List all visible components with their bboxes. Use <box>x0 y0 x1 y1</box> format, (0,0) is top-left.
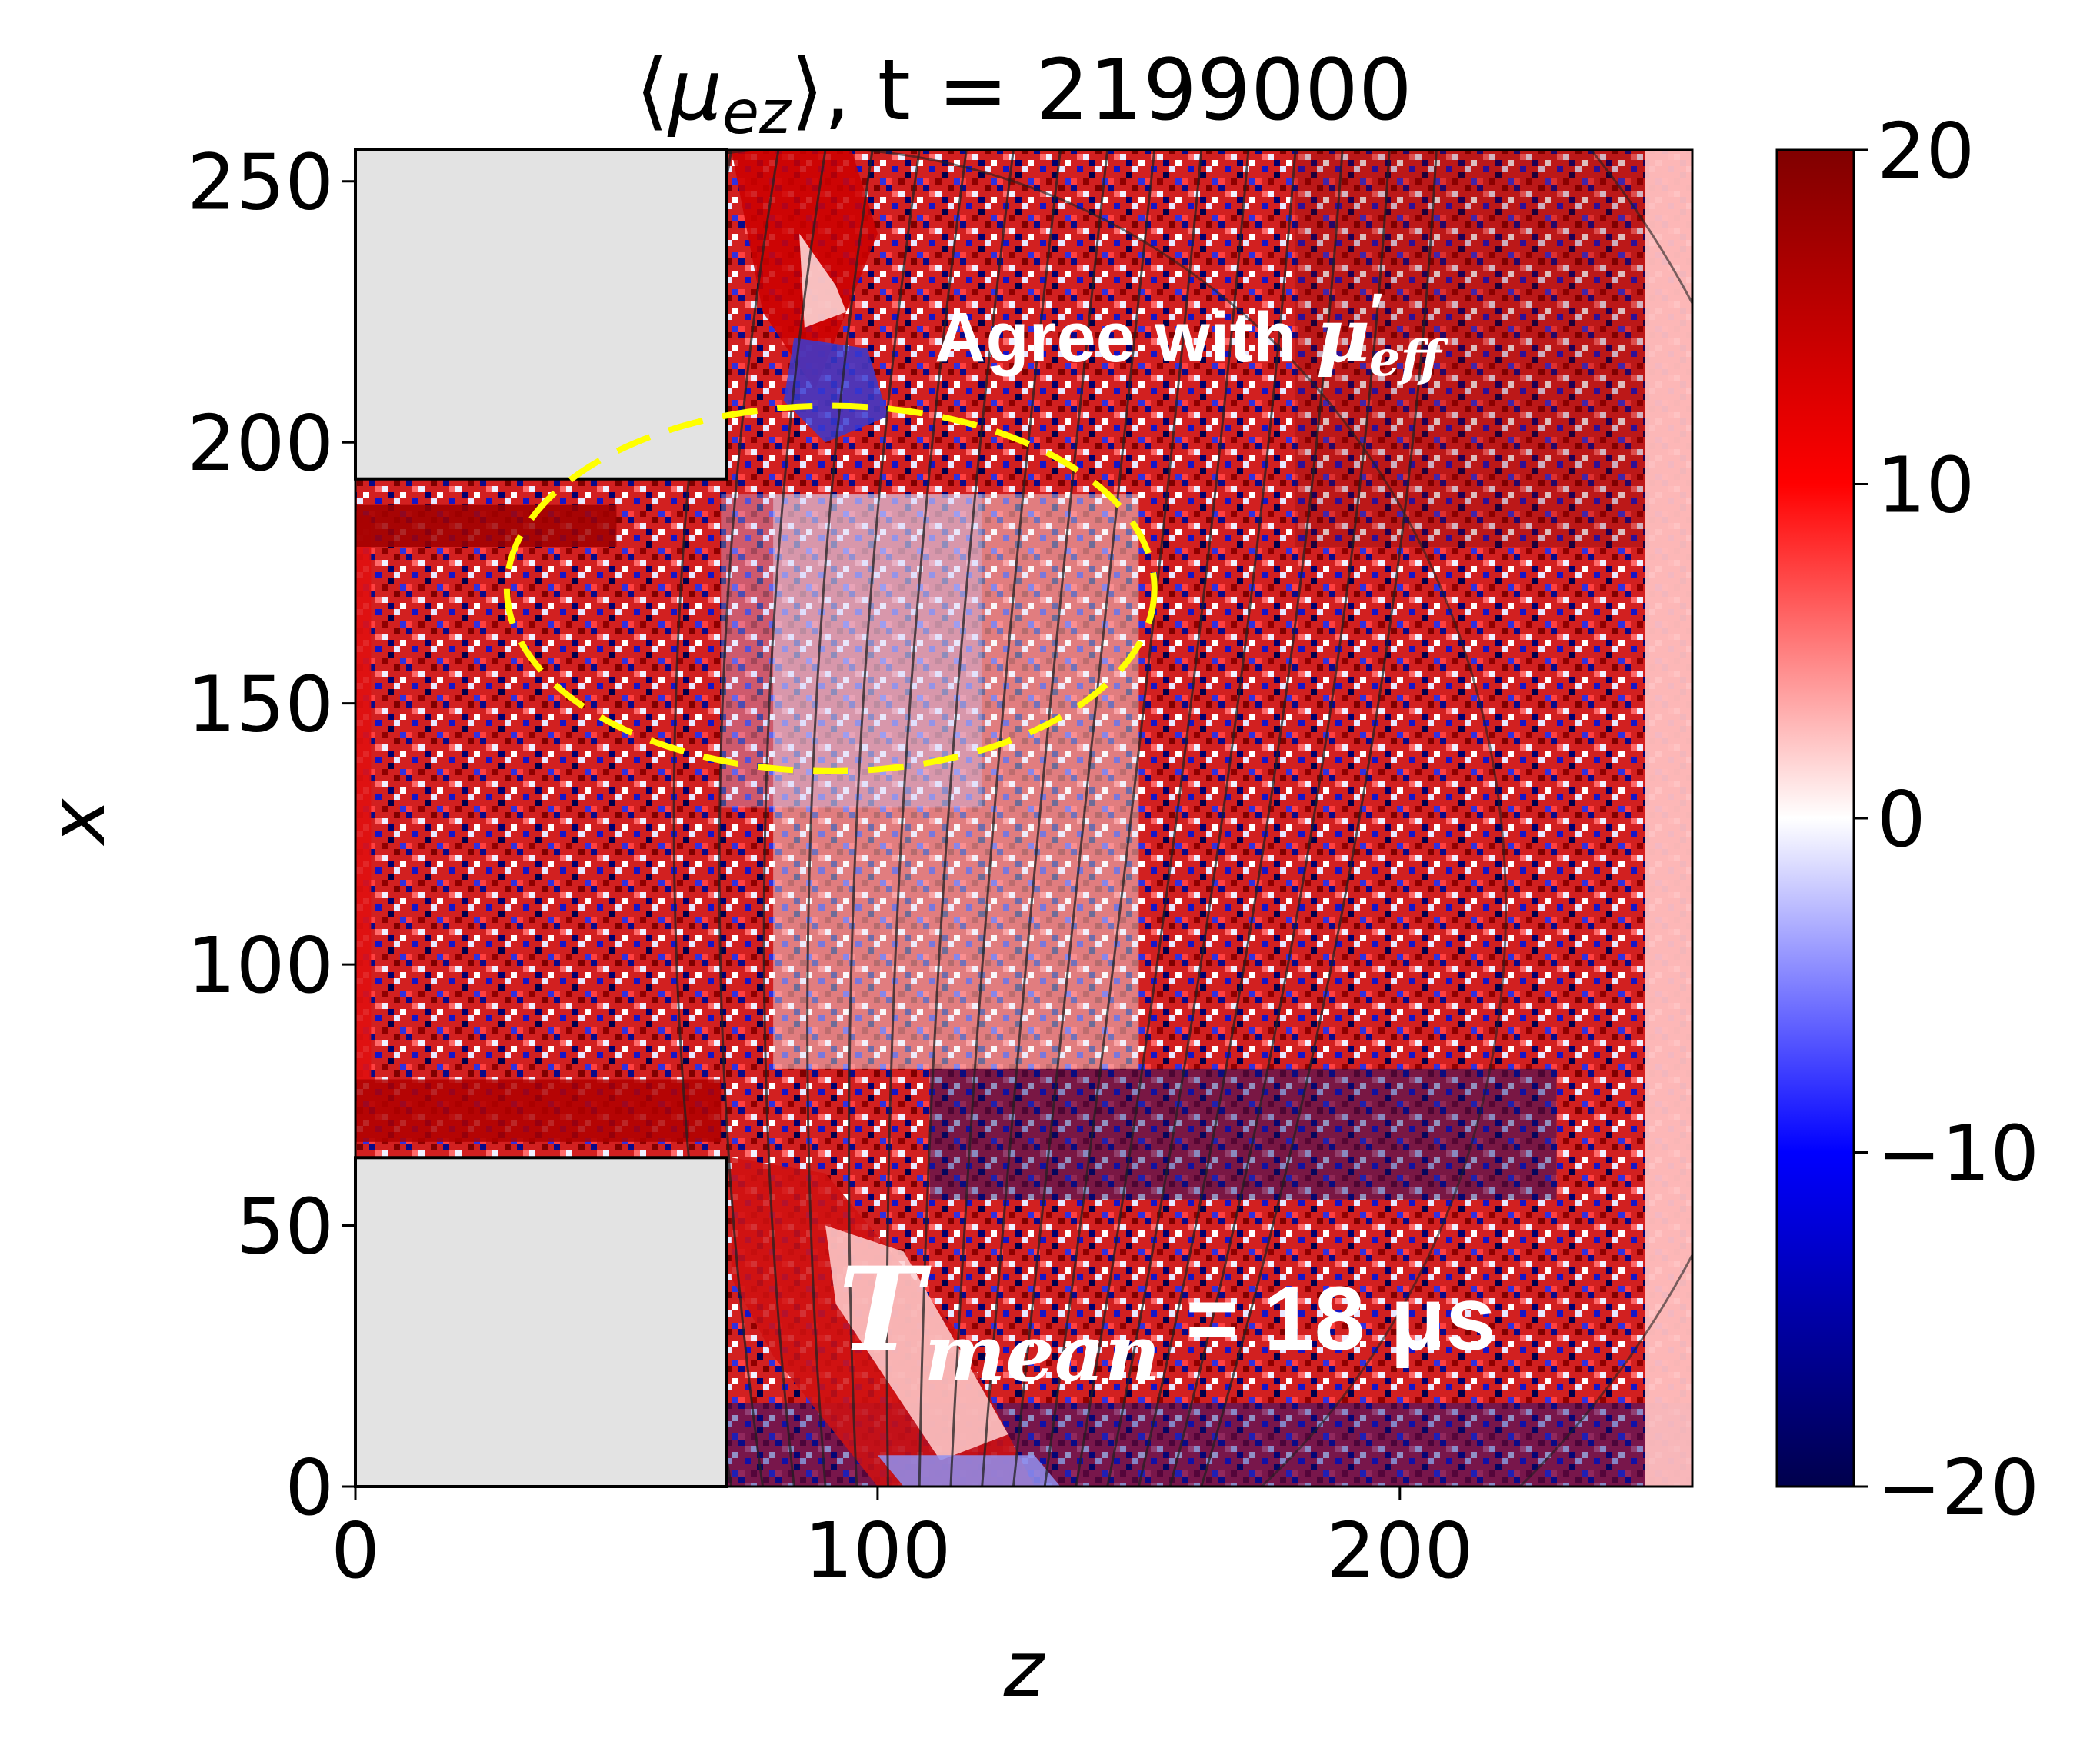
colorbar-tick-label: −10 <box>1877 1109 2039 1199</box>
y-tick-label: 100 <box>187 921 334 1011</box>
contour-line <box>1137 150 1344 1487</box>
region-left-edge-red <box>355 515 372 1080</box>
y-tick-label: 0 <box>285 1443 334 1533</box>
colorbar <box>1775 148 1855 1488</box>
region-upper-left-red-strip <box>355 504 617 547</box>
region-lower-blue-patch <box>877 1455 1061 1487</box>
heatmap-field <box>355 150 1692 1487</box>
potential-contour-lines <box>355 150 1692 1487</box>
dashed-ellipse <box>503 402 1158 774</box>
chart-title: ⟨μez⟩, t = 2199000 <box>635 41 1412 148</box>
y-tick-label: 50 <box>236 1182 334 1272</box>
x-tick-label: 100 <box>804 1506 951 1596</box>
annotation-agree: Agree with μ′ eff <box>935 282 1449 388</box>
colorbar-tick-label: −20 <box>1877 1443 2039 1533</box>
region-upper-right-dark <box>1295 150 1662 547</box>
contour-line <box>718 150 780 1487</box>
contour-line <box>1168 150 1391 1487</box>
upper-electrode <box>354 148 728 481</box>
x-axis-label: z <box>1003 1624 1046 1714</box>
colorbar-ticks: −20 −10 0 10 20 <box>1854 106 2039 1533</box>
y-tick-label: 250 <box>187 138 334 228</box>
contour-line <box>885 150 968 1487</box>
plot-frame <box>354 148 1694 1488</box>
contour-line <box>1043 150 1203 1487</box>
colorbar-tick-label: 10 <box>1877 441 1975 531</box>
region-central-light-blue <box>721 494 982 808</box>
x-tick-label: 0 <box>331 1506 380 1596</box>
y-axis: 0 50 100 150 200 250 <box>187 138 355 1533</box>
contour-line <box>848 150 921 1487</box>
region-upper-blue-patch <box>783 338 888 443</box>
contour-line <box>918 150 1015 1487</box>
colorbar-tick-label: 0 <box>1877 774 1926 864</box>
lower-electrode <box>354 1156 728 1488</box>
contour-line <box>762 150 827 1487</box>
region-right-edge-light <box>1645 150 1692 1487</box>
contour-line <box>1106 150 1297 1487</box>
y-tick-label: 150 <box>187 660 334 750</box>
region-lower-white-band <box>825 1225 1008 1461</box>
region-upper-white-band <box>799 233 847 328</box>
x-axis: 0 100 200 <box>331 1487 1473 1596</box>
heatmap-regions <box>355 150 1692 1487</box>
contour-line <box>1075 150 1250 1487</box>
contour-line <box>949 150 1062 1487</box>
region-lower-left-red-strip <box>355 1079 722 1142</box>
colorbar-tick-label: 20 <box>1877 106 1975 196</box>
region-central-white <box>773 494 1139 1069</box>
contour-line <box>806 150 874 1487</box>
y-axis-label: x <box>32 797 122 847</box>
annotation-tmean: Tmean = 18 μs <box>838 1242 1496 1399</box>
masked-regions <box>354 148 728 1488</box>
x-tick-label: 200 <box>1326 1506 1473 1596</box>
contour-line <box>981 150 1109 1487</box>
region-lower-dark-blue-band <box>929 1068 1557 1200</box>
contour-line <box>1200 150 1438 1487</box>
y-tick-label: 200 <box>187 398 334 488</box>
